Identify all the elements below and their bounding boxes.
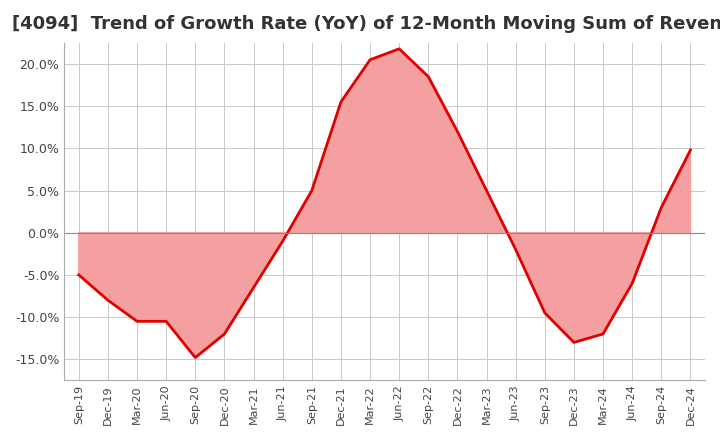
Title: [4094]  Trend of Growth Rate (YoY) of 12-Month Moving Sum of Revenues: [4094] Trend of Growth Rate (YoY) of 12-… (12, 15, 720, 33)
